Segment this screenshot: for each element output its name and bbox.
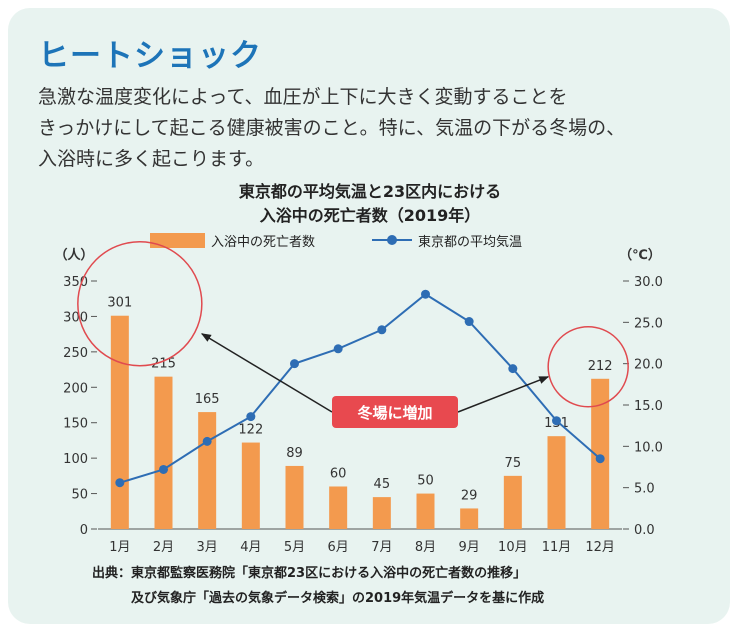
left-axis-tick-label: 200	[63, 381, 88, 396]
bar	[198, 412, 217, 529]
temperature-point	[464, 317, 474, 327]
left-axis-tick-label: 0	[80, 523, 88, 538]
x-axis-tick-label: 6月	[328, 540, 349, 555]
temperature-line	[119, 292, 601, 484]
left-axis-tick-label: 100	[63, 452, 88, 467]
description: 急激な温度変化によって、血圧が上下に大きく変動することを きっかけにして起こる健…	[38, 82, 708, 175]
x-axis-tick-label: 10月	[498, 540, 528, 555]
x-axis-tick-label: 5月	[284, 540, 305, 555]
annotation-box	[332, 396, 458, 428]
bar-data-label: 45	[374, 477, 391, 492]
highlight-circle-january	[77, 240, 203, 367]
chart-title-line-2: 入浴中の死亡者数（2019年）	[260, 206, 481, 225]
bar	[503, 475, 522, 529]
chart-title-line-1: 東京都の平均気温と23区内における	[239, 182, 501, 201]
x-axis-tick-label: 2月	[153, 540, 174, 555]
bar	[329, 486, 348, 529]
right-axis-tick-label: 0.0	[634, 523, 655, 538]
line-series	[115, 289, 605, 488]
bar	[416, 493, 435, 529]
bar	[110, 315, 129, 529]
right-axis-unit: （℃）	[619, 247, 661, 263]
temperature-point	[333, 344, 343, 354]
bar	[591, 378, 610, 529]
bar-data-label: 122	[238, 423, 263, 438]
x-axis-tick-label: 11月	[542, 540, 572, 555]
bar	[460, 508, 479, 529]
right-axis-tick-label: 5.0	[634, 482, 655, 497]
page-title: ヒートショック	[38, 38, 262, 74]
temperature-point	[421, 289, 430, 299]
left-axis-unit: （人）	[54, 247, 93, 263]
right-axis-tick-label: 30.0	[634, 275, 663, 290]
temperature-point	[246, 412, 256, 422]
left-axis-tick-label: 350	[63, 275, 88, 290]
left-axis-tick-label: 150	[63, 417, 88, 432]
left-axis-tick-label: 50	[71, 488, 88, 503]
temperature-point	[115, 478, 125, 488]
temperature-point	[595, 454, 605, 464]
description-line: 急激な温度変化によって、血圧が上下に大きく変動することを	[38, 86, 568, 108]
bar-data-label: 301	[107, 296, 132, 311]
temperature-point	[552, 416, 561, 426]
x-axis-tick-label: 3月	[197, 540, 218, 555]
legend-bar-swatch	[150, 233, 205, 248]
source-line-1: 出典：東京都監察医務院「東京都23区における入浴中の死亡者数の推移」	[92, 565, 526, 581]
bar	[372, 497, 391, 529]
bar-data-label: 215	[151, 357, 176, 372]
annotation-group: 冬場に増加	[77, 240, 629, 428]
legend-line-marker	[387, 235, 397, 245]
temperature-point	[159, 464, 168, 474]
description-line: きっかけにして起こる健康被害のこと。特に、気温の下がる冬場の、	[38, 117, 626, 139]
bar-data-label: 29	[461, 488, 478, 503]
bar	[241, 442, 260, 529]
bar-data-label: 212	[588, 359, 613, 374]
source-line-2: 及び気象庁「過去の気象データ検索」の2019年気温データを基に作成	[92, 590, 544, 606]
temperature-point	[377, 325, 387, 335]
bar-data-label: 75	[505, 456, 522, 471]
bar-data-label: 50	[417, 474, 434, 489]
right-axis-tick-label: 20.0	[634, 358, 663, 373]
bar	[547, 436, 566, 529]
bar	[154, 376, 173, 529]
legend-line-label: 東京都の平均気温	[418, 234, 522, 250]
legend-bar-label: 入浴中の死亡者数	[211, 235, 315, 250]
x-axis-tick-label: 9月	[459, 540, 480, 555]
x-axis-tick-label: 8月	[415, 540, 436, 555]
right-axis-tick-label: 15.0	[634, 399, 663, 414]
temperature-point	[202, 436, 212, 446]
bar-data-label: 60	[330, 466, 347, 481]
description-line: 入浴時に多く起こります。	[38, 148, 265, 170]
bar	[285, 465, 304, 529]
left-axis-tick-label: 300	[63, 310, 88, 325]
bar-series: 301215165122896045502975131212	[107, 296, 613, 529]
temperature-point	[508, 364, 518, 374]
annotation-arrow-right	[457, 376, 550, 413]
x-axis-tick-label: 7月	[371, 540, 392, 555]
highlight-circle-december	[547, 326, 629, 408]
left-axis-tick-label: 250	[63, 346, 88, 361]
bar-data-label: 89	[286, 446, 303, 461]
right-axis-tick-label: 25.0	[634, 316, 663, 331]
annotation-arrow-left	[200, 333, 333, 413]
axes: 0 50 100 150 200 250 300 350 0.0 5.0 10.0 15.0 20.0 2…	[63, 275, 663, 555]
temperature-point	[290, 359, 299, 369]
x-axis-tick-label: 1月	[109, 540, 130, 555]
right-axis-tick-label: 10.0	[634, 440, 663, 455]
bar-data-label: 165	[195, 392, 220, 407]
x-axis-tick-label: 4月	[240, 540, 261, 555]
annotation-label: 冬場に増加	[357, 404, 432, 422]
x-axis-tick-label: 12月	[585, 540, 615, 555]
